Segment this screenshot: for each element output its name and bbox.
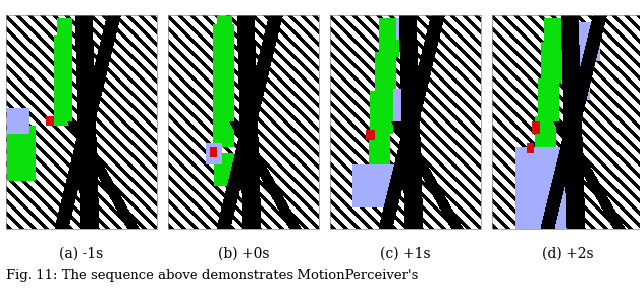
- Text: (a) -1s: (a) -1s: [60, 247, 104, 261]
- Text: (b) +0s: (b) +0s: [218, 247, 269, 261]
- Text: (d) +2s: (d) +2s: [541, 247, 593, 261]
- Text: (c) +1s: (c) +1s: [380, 247, 431, 261]
- Text: Fig. 11: The sequence above demonstrates MotionPerceiver's: Fig. 11: The sequence above demonstrates…: [6, 269, 419, 282]
